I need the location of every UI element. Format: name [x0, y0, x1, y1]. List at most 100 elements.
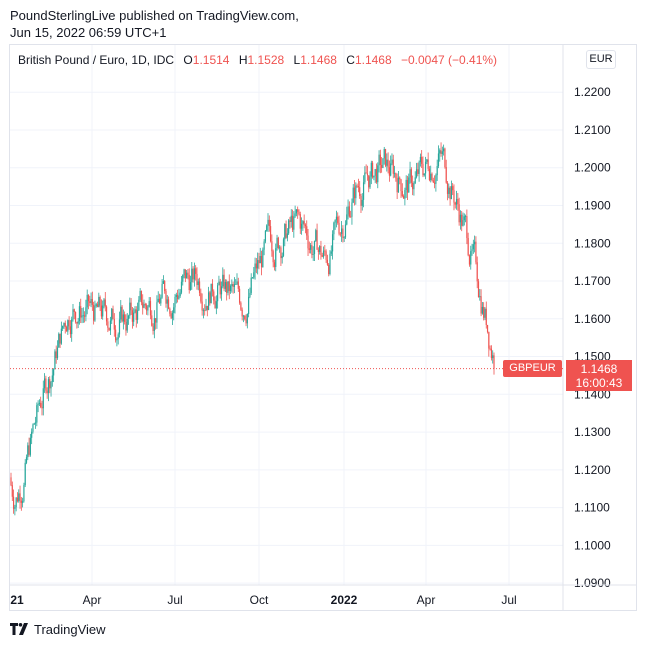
candle-body	[104, 299, 106, 307]
candle-body	[144, 304, 146, 306]
candle-body	[188, 274, 190, 291]
last-price-value: 1.1468	[580, 362, 618, 376]
candle-body	[142, 302, 144, 308]
candle-body	[217, 285, 219, 302]
candle-body	[117, 334, 119, 340]
candle-body	[231, 284, 233, 286]
candle-body	[348, 206, 350, 217]
candle-body	[15, 497, 17, 508]
candle-body	[151, 315, 153, 326]
candle-body	[135, 309, 137, 320]
candle-body	[466, 216, 468, 239]
candle-body	[109, 320, 112, 331]
candle-body	[342, 228, 344, 239]
candle-body	[281, 255, 283, 259]
candle-body	[94, 306, 96, 321]
candle-body	[320, 245, 322, 256]
candle-body	[408, 177, 410, 193]
candle-body	[422, 163, 424, 176]
candle-body	[396, 178, 398, 193]
candle-body	[155, 318, 157, 323]
candle-body	[372, 162, 374, 178]
candle-body	[238, 288, 241, 303]
candle-body	[417, 169, 419, 174]
candle-body	[108, 327, 110, 331]
candle-body	[476, 262, 478, 282]
candle-body	[359, 187, 361, 197]
candle-body	[489, 348, 491, 350]
candle-body	[289, 220, 291, 222]
candle-body	[213, 291, 215, 301]
candle-body	[324, 250, 326, 252]
candle-body	[404, 189, 406, 199]
candle-body	[250, 277, 252, 293]
brand-name: TradingView	[34, 622, 106, 637]
candle-body	[470, 251, 472, 265]
footer-brand[interactable]: TradingView	[10, 622, 106, 638]
candle-body	[424, 161, 427, 174]
candle-body	[14, 507, 16, 509]
candle-body	[90, 298, 92, 303]
candle-body	[382, 158, 384, 168]
candle-body	[86, 294, 88, 308]
currency-badge[interactable]: EUR	[586, 50, 616, 69]
candle-body	[364, 172, 366, 183]
candle-body	[275, 248, 277, 267]
candle-body	[148, 301, 150, 307]
x-tick-label: Apr	[83, 593, 102, 607]
candle-body	[350, 216, 352, 218]
candle-body	[23, 485, 25, 502]
candle-body	[232, 284, 234, 287]
candle-body	[300, 223, 303, 229]
candle-body	[293, 216, 295, 230]
candle-body	[56, 347, 59, 358]
candle-body	[351, 202, 353, 217]
candle-body	[352, 187, 354, 203]
candle-body	[391, 159, 393, 164]
candle-body	[384, 149, 387, 166]
candle-body	[133, 312, 135, 322]
candle-body	[182, 275, 184, 282]
candle-body	[388, 167, 390, 176]
candle-body	[76, 322, 78, 324]
candle-body	[183, 269, 185, 276]
x-tick-label: Apr	[417, 593, 436, 607]
candle-body	[445, 167, 447, 183]
close-value: 1.1468	[354, 53, 392, 67]
candle-body	[313, 240, 316, 255]
candle-body	[24, 462, 26, 486]
candle-body	[260, 256, 263, 268]
candle-body	[427, 159, 429, 169]
candle-body	[437, 153, 440, 167]
candle-body	[402, 196, 405, 199]
x-tick-label: 21	[10, 593, 24, 607]
x-tick-label: Jul	[167, 593, 182, 607]
candle-body	[179, 292, 181, 297]
candle-body	[440, 150, 442, 154]
candle-body	[125, 321, 127, 331]
candle-body	[279, 247, 281, 249]
candle-body	[99, 296, 101, 306]
candle-body	[87, 294, 90, 302]
candle-body	[51, 375, 53, 382]
candle-body	[91, 298, 93, 305]
y-tick-label: 1.2000	[574, 161, 611, 175]
candle-body	[11, 485, 13, 497]
candle-body	[93, 304, 95, 321]
candle-body	[310, 245, 312, 250]
candle-body	[321, 255, 323, 257]
candle-body	[277, 237, 279, 248]
x-tick-label: Jul	[501, 593, 516, 607]
candle-body	[298, 211, 300, 215]
candle-body	[272, 251, 274, 263]
chart-frame	[9, 44, 637, 611]
candle-body	[365, 172, 367, 174]
candle-body	[362, 182, 365, 200]
candle-body	[195, 268, 197, 274]
candle-body	[418, 162, 420, 174]
candle-body	[254, 263, 256, 273]
candle-body	[38, 402, 41, 404]
candle-body	[31, 431, 33, 438]
candle-body	[377, 165, 379, 183]
